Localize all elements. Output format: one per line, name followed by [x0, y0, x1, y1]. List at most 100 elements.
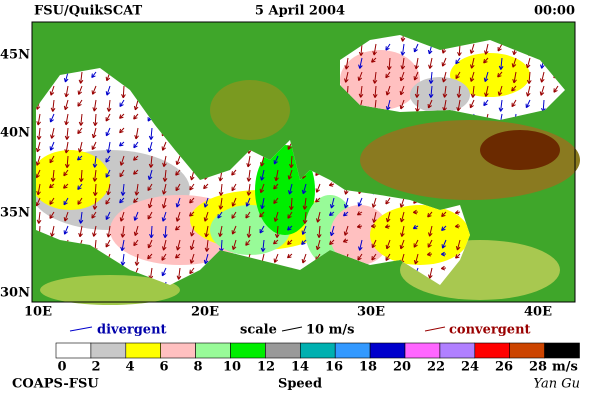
land-relief	[40, 275, 180, 305]
wind-arrow	[119, 197, 125, 204]
wind-arrow	[273, 183, 279, 190]
colorbar-label: 26	[495, 360, 513, 375]
wind-arrow	[148, 155, 154, 168]
wind-arrow	[372, 85, 378, 98]
wind-arrow	[484, 43, 489, 55]
wind-arrow	[357, 197, 363, 207]
wind-arrow	[63, 211, 69, 222]
wind-arrow	[273, 211, 279, 222]
wind-arrow	[441, 225, 447, 231]
wind-arrow	[441, 239, 447, 249]
wind-arrow	[260, 197, 265, 210]
wind-arrow	[274, 225, 280, 238]
wind-arrow	[49, 155, 55, 164]
wind-arrow	[134, 253, 140, 266]
wind-arrow	[105, 169, 111, 178]
wind-arrow	[246, 155, 251, 168]
wind-arrow	[149, 225, 154, 239]
wind-arrow	[36, 113, 41, 126]
colorbar-swatch	[195, 342, 231, 359]
wind-arrow	[357, 253, 363, 261]
wind-arrow	[77, 183, 83, 190]
colorbar-swatch	[230, 342, 266, 359]
wind-arrow	[204, 225, 209, 238]
wind-arrow	[119, 113, 125, 119]
wind-arrow	[174, 225, 181, 231]
wind-arrow	[50, 169, 56, 182]
colorbar-label: 8	[193, 360, 202, 375]
colorbar-swatch	[299, 342, 336, 359]
land-relief	[210, 80, 290, 140]
wind-arrow	[372, 71, 378, 84]
wind-arrow	[175, 211, 181, 222]
wind-arrow	[358, 239, 363, 251]
wind-arrow	[161, 141, 167, 151]
wind-arrow	[455, 71, 461, 80]
wind-arrow	[287, 183, 293, 195]
footer-left: COAPS-FSU	[12, 377, 99, 392]
wind-arrow	[91, 85, 97, 95]
wind-arrow	[455, 253, 461, 259]
wind-arrow	[426, 251, 433, 257]
wind-arrow	[413, 71, 419, 81]
wind-arrow	[77, 85, 83, 95]
wind-arrow	[36, 197, 41, 207]
wind-arrow	[371, 57, 377, 63]
wind-arrow	[469, 43, 475, 54]
wind-arrow	[203, 183, 209, 190]
wind-arrow	[511, 85, 517, 92]
wind-arrow	[328, 211, 335, 216]
wind-arrow	[64, 85, 69, 98]
wind-arrow	[175, 239, 181, 251]
lon-labels: 10E 20E 30E 40E	[24, 305, 552, 320]
wind-arrow	[469, 71, 475, 82]
wind-arrow	[175, 183, 181, 192]
wind-arrow	[245, 211, 251, 219]
wind-arrow	[91, 71, 97, 78]
wind-arrow	[412, 224, 419, 230]
wind-arrow	[92, 99, 98, 112]
wind-arrow	[525, 57, 531, 69]
wind-arrow	[385, 85, 391, 96]
wind-arrow	[427, 99, 433, 109]
wind-arrow	[231, 197, 237, 207]
speed-zone	[330, 205, 390, 265]
wind-arrow	[189, 197, 195, 204]
colorbar-swatch	[160, 342, 196, 359]
wind-arrow	[454, 223, 461, 229]
map: 45N 40N 35N 30N 10E 20E 30E 40E	[0, 21, 580, 320]
wind-arrow	[189, 183, 195, 191]
colorbar-label: 12	[257, 360, 275, 375]
wind-arrow	[428, 267, 433, 279]
wind-arrow	[121, 85, 126, 99]
colorbar-label: 10	[223, 360, 241, 375]
legend: divergent scale 10 m/s convergent	[69, 323, 531, 338]
wind-arrow	[400, 43, 406, 56]
wind-arrow	[175, 155, 181, 166]
wind-arrow	[49, 197, 55, 205]
wind-arrow	[315, 197, 321, 203]
wind-arrow	[133, 225, 139, 237]
wind-arrow	[133, 141, 139, 149]
wind-arrow	[413, 43, 419, 53]
footer-right: Yan Gu	[533, 377, 580, 392]
wind-arrow	[497, 85, 503, 96]
wind-arrow	[77, 155, 83, 161]
wind-arrow	[218, 225, 223, 237]
speed-zone	[370, 205, 470, 265]
colorbar-swatch	[55, 342, 92, 359]
lat-label: 40N	[0, 126, 30, 141]
lon-label: 10E	[24, 305, 52, 320]
wind-arrow	[329, 239, 335, 246]
wind-arrow	[162, 155, 167, 167]
wind-arrow	[343, 225, 349, 236]
wind-arrow	[358, 85, 364, 98]
wind-arrow	[412, 209, 419, 215]
wind-arrow	[175, 169, 181, 176]
wind-arrow	[526, 71, 532, 85]
wind-arrow	[105, 197, 111, 205]
wind-arrow	[231, 169, 237, 176]
wind-arrow	[287, 239, 293, 246]
wind-arrow	[260, 239, 266, 252]
wind-arrow	[399, 99, 405, 110]
